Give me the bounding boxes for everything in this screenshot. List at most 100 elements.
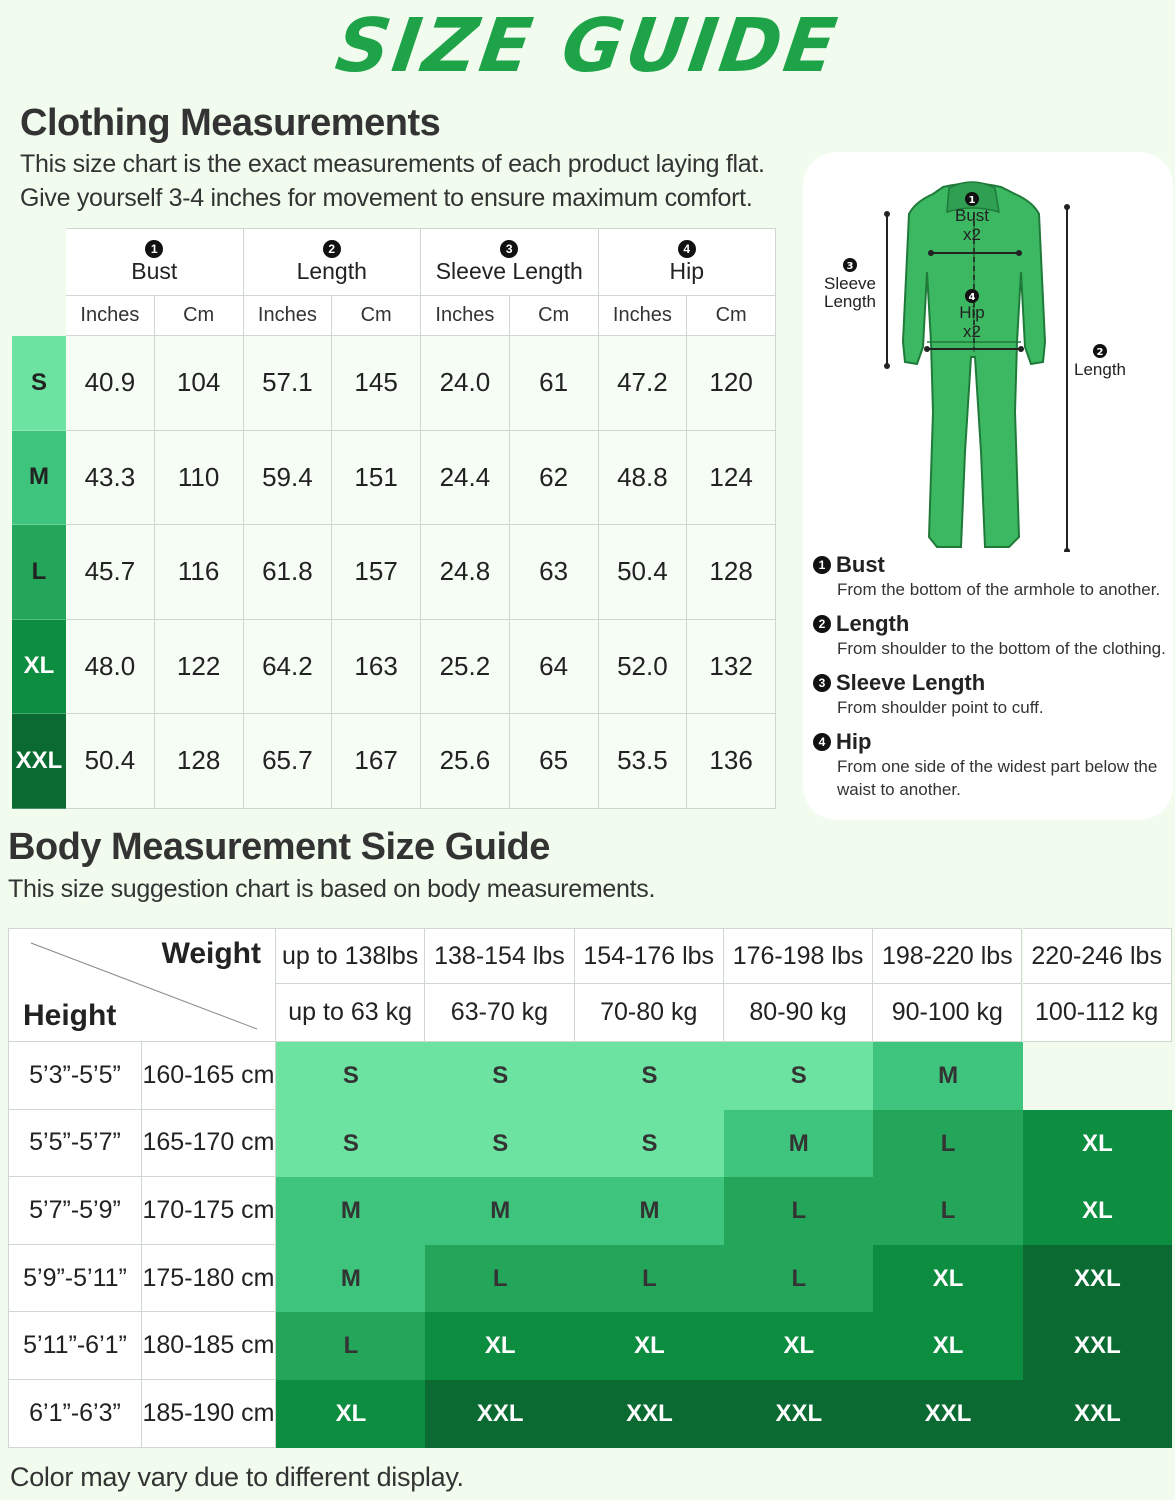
size-recommendation-cell: M bbox=[574, 1177, 725, 1246]
size-recommendation-cell: M bbox=[276, 1244, 426, 1313]
description-text: From shoulder point to cuff. bbox=[837, 698, 1044, 717]
size-recommendation-cell: XXL bbox=[425, 1380, 576, 1449]
unit-header: Cm bbox=[332, 296, 421, 336]
description-sleeve-length: 3 Sleeve Length From shoulder point to cuf… bbox=[813, 670, 1173, 719]
unit-header: Inches bbox=[421, 296, 510, 336]
hip-label: Hip bbox=[959, 303, 985, 322]
size-recommendation-cell: L bbox=[873, 1177, 1023, 1246]
description-term: 2 Length bbox=[813, 611, 1173, 637]
measurement-cell: 136 bbox=[687, 714, 776, 809]
unit-header: Inches bbox=[598, 296, 688, 336]
size-recommendation-cell: XXL bbox=[723, 1380, 874, 1449]
unit-header: Cm bbox=[687, 296, 776, 336]
size-recommendation-cell: XL bbox=[276, 1380, 426, 1449]
measurement-cell: 104 bbox=[154, 336, 244, 431]
unit-header: Inches bbox=[66, 296, 155, 336]
measurement-cell: 25.6 bbox=[421, 714, 510, 809]
size-recommendation-cell: S bbox=[425, 1042, 576, 1111]
size-label-xxl: XXL bbox=[12, 714, 66, 809]
size-recommendation-cell: XL bbox=[425, 1312, 576, 1381]
measurement-cell: 120 bbox=[687, 336, 776, 431]
size-recommendation-cell: S bbox=[574, 1042, 725, 1111]
measurement-cell: 122 bbox=[154, 619, 244, 714]
description-text: From the bottom of the armhole to anothe… bbox=[837, 580, 1161, 599]
description-hip: 4 Hip From one side of the widest part bel… bbox=[813, 729, 1173, 801]
height-cm: 185-190 cm bbox=[142, 1380, 276, 1448]
measurement-cell: 61.8 bbox=[243, 525, 333, 620]
height-ft: 5’7”-5’9” bbox=[8, 1177, 142, 1245]
weight-header-kg: 80-90 kg bbox=[723, 984, 874, 1042]
weight-header-lbs: 198-220 lbs bbox=[873, 928, 1023, 984]
length-label: Length bbox=[1074, 360, 1126, 379]
unit-header: Cm bbox=[154, 296, 244, 336]
number-badge-icon: 1 bbox=[813, 556, 831, 574]
length-measure-line bbox=[1064, 204, 1070, 552]
column-group-length: 2 Length bbox=[243, 228, 421, 296]
size-recommendation-cell: XL bbox=[873, 1312, 1023, 1381]
weight-label: Weight bbox=[161, 937, 261, 970]
measurement-cell: 57.1 bbox=[243, 336, 333, 431]
weight-header-lbs: 138-154 lbs bbox=[425, 928, 575, 984]
svg-text:1: 1 bbox=[969, 195, 976, 206]
number-badge-icon: 2 bbox=[322, 240, 341, 258]
size-recommendation-cell: L bbox=[425, 1244, 576, 1313]
measurement-cell: 48.8 bbox=[598, 430, 688, 525]
measurement-cell: 132 bbox=[687, 619, 776, 714]
size-recommendation-cell: XL bbox=[723, 1312, 874, 1381]
size-recommendation-cell: S bbox=[723, 1042, 874, 1111]
height-ft: 5’9”-5’11” bbox=[8, 1244, 142, 1313]
weight-header-kg: 70-80 kg bbox=[574, 984, 724, 1042]
description-text: From one side of the widest part below t… bbox=[837, 757, 1158, 799]
size-recommendation-cell: L bbox=[574, 1244, 725, 1313]
sleeve-label-2: Length bbox=[824, 292, 876, 311]
svg-text:2: 2 bbox=[1097, 347, 1104, 358]
size-recommendation-cell: M bbox=[723, 1109, 874, 1178]
garment-diagram-card: 1 2 3 4 Bust x2 Hip x2 Sleeve Length Len… bbox=[803, 152, 1173, 820]
column-group-label: Sleeve Length bbox=[435, 258, 583, 284]
size-recommendation-cell: XL bbox=[873, 1244, 1023, 1313]
weight-header-kg: 63-70 kg bbox=[425, 984, 575, 1042]
footer-note: Color may vary due to different display. bbox=[10, 1462, 464, 1492]
size-recommendation-cell: XXL bbox=[1022, 1380, 1173, 1449]
size-recommendation-cell: XXL bbox=[1022, 1244, 1173, 1313]
column-group-label: Bust bbox=[131, 258, 178, 284]
measurement-cell: 24.8 bbox=[421, 525, 510, 620]
column-group-label: Length bbox=[296, 258, 367, 284]
unit-header: Cm bbox=[509, 296, 599, 336]
number-badge-icon: 2 bbox=[813, 615, 831, 633]
column-group-label: Hip bbox=[669, 258, 704, 284]
bust-measure-line bbox=[928, 250, 1022, 256]
bust-label: Bust bbox=[955, 206, 989, 225]
size-recommendation-cell: XXL bbox=[574, 1380, 725, 1449]
weight-header-lbs: 220-246 lbs bbox=[1022, 928, 1172, 984]
number-badge-icon: 3 bbox=[500, 240, 519, 258]
size-recommendation-cell: XXL bbox=[1022, 1312, 1173, 1381]
svg-text:3: 3 bbox=[847, 261, 854, 272]
measurement-cell: 43.3 bbox=[66, 430, 155, 525]
measurement-cell: 157 bbox=[332, 525, 421, 620]
hip-mult: x2 bbox=[963, 322, 981, 341]
weight-header-lbs: up to 138lbs bbox=[276, 928, 426, 984]
measurement-cell: 62 bbox=[509, 430, 599, 525]
measurement-cell: 24.4 bbox=[421, 430, 510, 525]
measurement-cell: 64 bbox=[509, 619, 599, 714]
clothing-heading: Clothing Measurements bbox=[20, 102, 441, 144]
unit-header: Inches bbox=[243, 296, 333, 336]
measurement-cell: 50.4 bbox=[66, 714, 155, 809]
measurement-cell: 128 bbox=[154, 714, 244, 809]
size-recommendation-cell: L bbox=[723, 1177, 874, 1246]
measurement-cell: 63 bbox=[509, 525, 599, 620]
column-group-hip: 4 Hip bbox=[598, 228, 776, 296]
height-cm: 160-165 cm bbox=[142, 1042, 276, 1110]
number-badge-icon: 3 bbox=[813, 674, 831, 692]
measurement-cell: 167 bbox=[332, 714, 421, 809]
weight-header-lbs: 154-176 lbs bbox=[574, 928, 724, 984]
number-badge-icon: 1 bbox=[145, 240, 164, 258]
size-recommendation-cell: L bbox=[276, 1312, 426, 1381]
description-bust: 1 Bust From the bottom of the armhole to a… bbox=[813, 552, 1173, 601]
measurement-cell: 61 bbox=[509, 336, 599, 431]
sleeve-label-1: Sleeve bbox=[824, 274, 876, 293]
bust-mult: x2 bbox=[963, 225, 981, 244]
measurement-cell: 116 bbox=[154, 525, 244, 620]
measurement-cell: 163 bbox=[332, 619, 421, 714]
